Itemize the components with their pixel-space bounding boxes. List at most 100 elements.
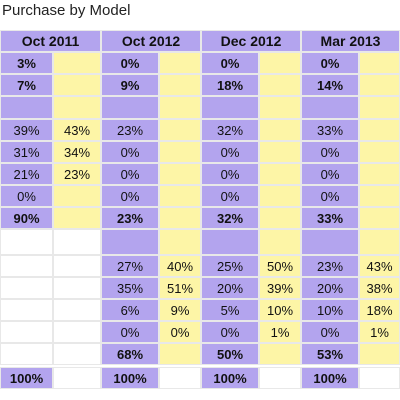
value-cell: 100% [201,367,259,389]
empty-cell [53,52,101,74]
value-cell: 21% [0,163,53,185]
empty-cell [53,255,101,277]
value-cell: 40% [159,255,201,277]
value-cell: 38% [359,277,400,299]
empty-cell [259,119,301,141]
empty-cell [359,185,400,207]
column-header: Dec 2012 [201,30,301,52]
value-cell: 35% [101,277,159,299]
value-cell: 100% [101,367,159,389]
empty-cell [159,367,201,389]
value-cell: 51% [159,277,201,299]
value-cell: 0% [101,163,159,185]
empty-cell [359,74,400,96]
value-cell: 43% [359,255,400,277]
value-cell: 10% [259,299,301,321]
spacer-cell [359,229,400,255]
spacer-cell [53,229,101,255]
empty-cell [159,141,201,163]
value-cell: 7% [0,74,53,96]
value-cell: 23% [101,207,159,229]
value-cell: 6% [101,299,159,321]
empty-cell [0,277,53,299]
empty-cell [259,52,301,74]
value-cell: 0% [301,185,359,207]
empty-cell [359,367,400,389]
empty-cell [259,207,301,229]
value-cell: 32% [201,119,259,141]
value-cell: 90% [0,207,53,229]
value-cell: 18% [201,74,259,96]
value-cell: 1% [359,321,400,343]
value-cell: 68% [101,343,159,365]
value-cell: 43% [53,119,101,141]
value-cell: 33% [301,207,359,229]
value-cell: 39% [259,277,301,299]
spacer-cell [301,229,359,255]
empty-cell [259,74,301,96]
value-cell: 0% [201,163,259,185]
spacer-cell [301,96,359,119]
empty-cell [159,74,201,96]
value-cell: 0% [101,185,159,207]
column-header: Mar 2013 [301,30,400,52]
value-cell: 14% [301,74,359,96]
value-cell: 0% [201,141,259,163]
spacer-cell [101,96,159,119]
empty-cell [53,74,101,96]
empty-cell [0,255,53,277]
empty-cell [259,185,301,207]
value-cell: 10% [301,299,359,321]
empty-cell [359,207,400,229]
empty-cell [53,277,101,299]
empty-cell [53,299,101,321]
value-cell: 25% [201,255,259,277]
empty-cell [259,141,301,163]
value-cell: 50% [201,343,259,365]
value-cell: 18% [359,299,400,321]
table-title: Purchase by Model [2,2,131,19]
spacer-cell [0,229,53,255]
value-cell: 0% [301,52,359,74]
value-cell: 20% [301,277,359,299]
value-cell: 0% [159,321,201,343]
empty-cell [359,141,400,163]
empty-cell [159,343,201,365]
empty-cell [0,299,53,321]
value-cell: 23% [301,255,359,277]
empty-cell [359,343,400,365]
empty-cell [159,207,201,229]
value-cell: 3% [0,52,53,74]
value-cell: 39% [0,119,53,141]
value-cell: 0% [301,321,359,343]
value-cell: 0% [201,321,259,343]
empty-cell [159,163,201,185]
value-cell: 0% [201,185,259,207]
spacer-cell [259,96,301,119]
value-cell: 100% [0,367,53,389]
value-cell: 23% [53,163,101,185]
value-cell: 9% [101,74,159,96]
spacer-cell [201,96,259,119]
empty-cell [53,343,101,365]
spacer-cell [53,96,101,119]
value-cell: 5% [201,299,259,321]
empty-cell [359,163,400,185]
value-cell: 20% [201,277,259,299]
value-cell: 0% [201,52,259,74]
value-cell: 50% [259,255,301,277]
value-cell: 23% [101,119,159,141]
empty-cell [53,185,101,207]
empty-cell [359,119,400,141]
empty-cell [53,207,101,229]
value-cell: 1% [259,321,301,343]
value-cell: 9% [159,299,201,321]
value-cell: 100% [301,367,359,389]
empty-cell [159,52,201,74]
empty-cell [159,119,201,141]
value-cell: 53% [301,343,359,365]
value-cell: 0% [0,185,53,207]
column-header: Oct 2012 [101,30,201,52]
spacer-cell [259,229,301,255]
